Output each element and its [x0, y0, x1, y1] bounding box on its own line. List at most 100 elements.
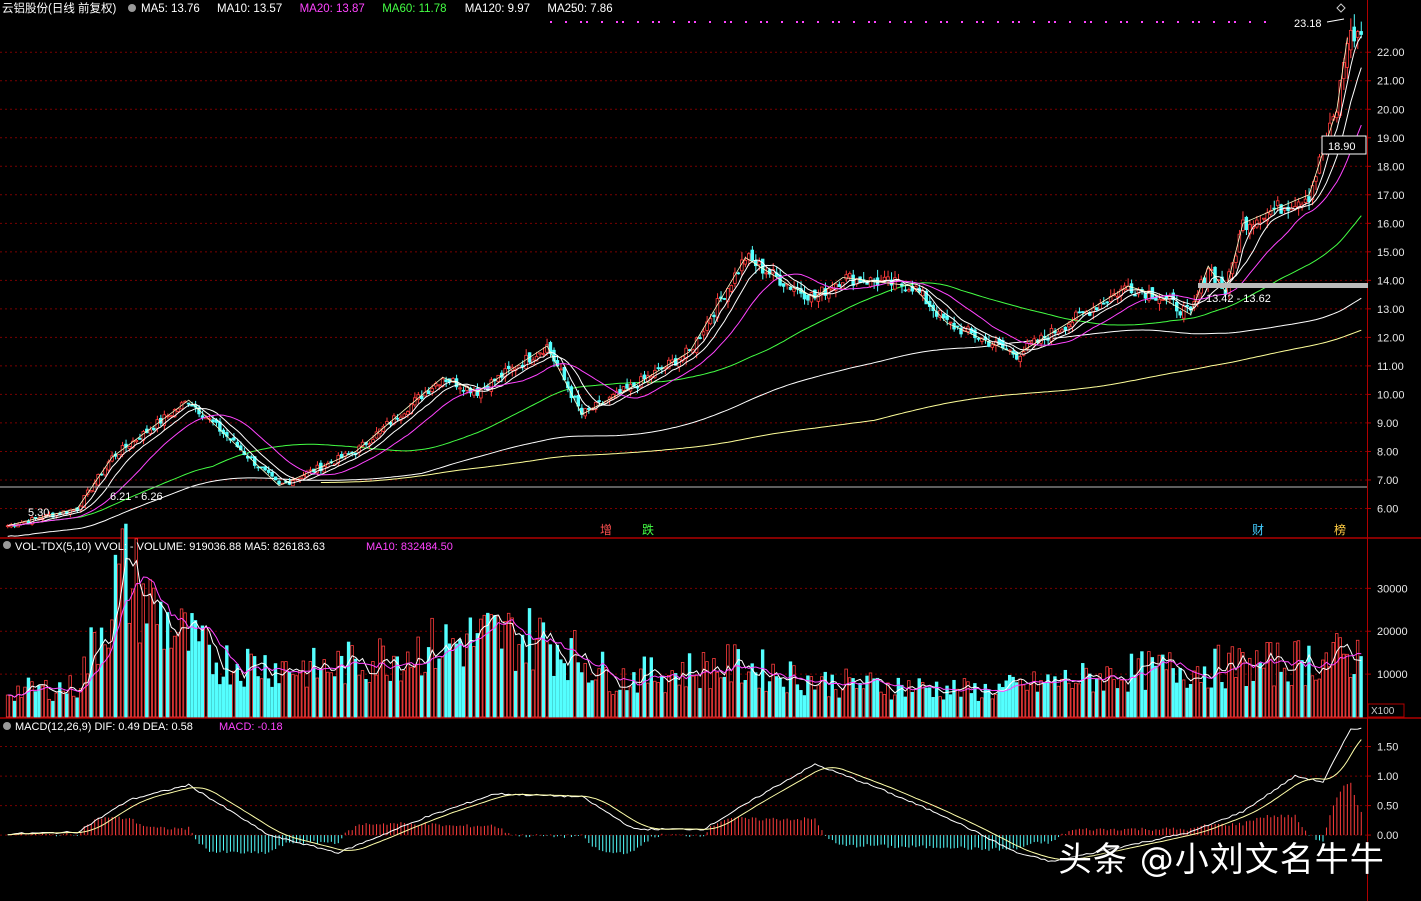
signal-dot [781, 21, 783, 23]
volume-bar [896, 677, 901, 718]
candle-body [621, 386, 626, 391]
volume-bar [1025, 689, 1029, 718]
candle-body [743, 260, 748, 265]
event-die[interactable]: 跌 [642, 522, 654, 537]
volume-bar [1310, 675, 1315, 718]
volume-bar [89, 627, 93, 718]
signal-dot [760, 21, 762, 23]
volume-bar [51, 700, 55, 718]
volume-bar [764, 690, 768, 718]
candle-body [266, 469, 271, 473]
vol-settings-icon[interactable] [3, 541, 11, 549]
volume-bar [934, 681, 939, 718]
volume-bar [673, 673, 678, 718]
volume-bar [232, 670, 236, 718]
volume-bar [708, 688, 713, 718]
volume-bar [566, 680, 570, 718]
volume-bar [851, 678, 855, 718]
diamond-icon[interactable] [1336, 3, 1346, 13]
volume-bar [409, 667, 413, 718]
signal-dot [802, 21, 804, 23]
candle-body [117, 454, 121, 459]
volume-bar [329, 672, 333, 718]
signal-dot [694, 21, 696, 23]
volume-bar [179, 608, 184, 718]
volume-bar [1053, 676, 1057, 718]
volume-bar [392, 655, 396, 718]
candle-body [1244, 216, 1249, 230]
candle-body [506, 365, 511, 370]
volume-bar [660, 676, 664, 718]
candle-body [270, 471, 274, 477]
volume-bar [527, 608, 532, 718]
candle-body [1348, 29, 1353, 51]
volume-bar [1105, 666, 1109, 718]
candle-body [5, 525, 10, 528]
signal-dot [1234, 21, 1236, 23]
settings-icon[interactable] [128, 4, 136, 12]
volume-bar [1129, 653, 1134, 718]
signal-dot [997, 21, 999, 23]
volume-bar [1011, 676, 1015, 718]
volume-bar [948, 694, 953, 718]
volume-bar [371, 661, 375, 718]
ma-legend-item: MA60: 11.78 [382, 3, 446, 15]
candle-body [402, 413, 407, 418]
volume-bar [332, 676, 337, 718]
candle-body [232, 437, 236, 441]
volume-bar [865, 675, 869, 718]
volume-bar [381, 645, 386, 718]
signal-dot [1213, 21, 1215, 23]
candle-body [367, 443, 372, 446]
volume-bar [621, 668, 626, 718]
volume-bar [1164, 669, 1168, 718]
volume-bar [524, 662, 528, 718]
signal-dot [1249, 21, 1251, 23]
candle-body [701, 331, 706, 336]
signal-dot [637, 21, 639, 23]
candle-body [722, 298, 727, 300]
volume-bar [1282, 667, 1287, 718]
volume-bar [1352, 674, 1356, 718]
volume-bar [705, 661, 709, 718]
event-cai[interactable]: 财 [1252, 523, 1264, 537]
volume-bar [148, 579, 152, 718]
volume-bar [834, 689, 838, 718]
y-tick-label: 9.00 [1377, 418, 1398, 430]
volume-bar [625, 690, 629, 718]
signal-dot [1069, 21, 1071, 23]
volume-bar [256, 676, 260, 718]
candle-body [576, 395, 581, 407]
volume-bar [266, 678, 271, 718]
volume-bar [541, 622, 546, 718]
macd-settings-icon[interactable] [3, 722, 11, 730]
volume-bar [78, 688, 83, 718]
candle-body [903, 289, 908, 292]
candle-body [1230, 262, 1235, 275]
volume-bar [729, 681, 734, 718]
signal-dot [1198, 21, 1200, 23]
volume-bar [239, 680, 243, 718]
event-bang[interactable]: 榜 [1334, 522, 1346, 537]
volume-bar [1178, 667, 1182, 718]
event-zeng[interactable]: 增 [600, 523, 612, 537]
volume-bar [962, 678, 967, 718]
volume-bar [548, 644, 553, 718]
volume-bar [252, 656, 257, 718]
y-tick-label: 17.00 [1377, 190, 1405, 202]
y-tick-label: 18.00 [1377, 161, 1405, 173]
candle-body [152, 427, 156, 431]
signal-dot [724, 21, 726, 23]
candle-body [378, 428, 382, 435]
zigzag-line [7, 37, 1348, 526]
volume-bar [1195, 666, 1200, 718]
volume-bar [1213, 648, 1217, 718]
volume-bar [472, 646, 476, 718]
volume-bar [1021, 684, 1026, 718]
signal-dot [1033, 21, 1035, 23]
signal-dot [688, 21, 690, 23]
volume-bar [1248, 657, 1252, 718]
candlesticks [5, 14, 1363, 529]
volume-bar [294, 675, 299, 718]
